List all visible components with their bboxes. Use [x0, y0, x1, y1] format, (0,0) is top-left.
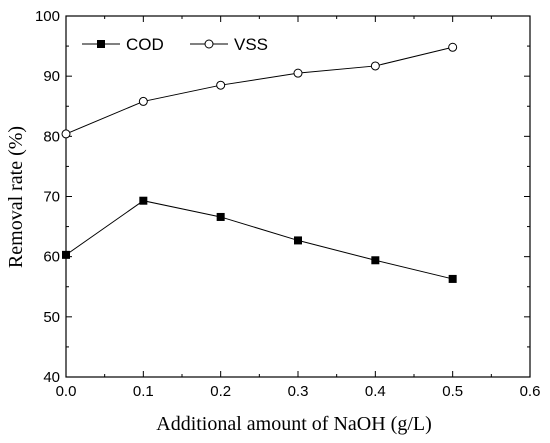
x-tick-label: 0.0	[56, 383, 77, 400]
x-axis-title: Additional amount of NaOH (g/L)	[156, 413, 432, 435]
series-cod-point	[371, 256, 380, 265]
y-axis-title: Removal rate (%)	[5, 126, 27, 268]
series-vss-point	[370, 61, 380, 71]
series-vss-point	[138, 96, 148, 106]
series-cod-line	[65, 200, 453, 280]
series-vss-point	[61, 129, 71, 139]
y-tick-label: 80	[43, 128, 60, 145]
x-tick-label: 0.5	[442, 383, 463, 400]
series-cod-point	[216, 212, 225, 221]
y-tick-label: 90	[43, 68, 60, 85]
y-tick-label: 60	[43, 249, 60, 266]
legend: COD VSS	[82, 35, 268, 54]
series-vss-point	[448, 42, 458, 52]
x-tick-label: 0.1	[133, 383, 154, 400]
x-tick-label: 0.4	[365, 383, 386, 400]
legend-vss-marker	[204, 39, 214, 49]
series-cod-point	[139, 196, 148, 205]
series-vss-point	[293, 68, 303, 78]
legend-cod-marker	[97, 40, 105, 48]
y-tick-label: 70	[43, 189, 60, 206]
series-vss-line	[65, 46, 453, 135]
series-cod-point	[448, 274, 457, 283]
legend-vss-label: VSS	[234, 35, 268, 54]
x-tick-label: 0.2	[210, 383, 231, 400]
x-tick-label: 0.3	[288, 383, 309, 400]
series-cod-point	[62, 250, 70, 259]
y-tick-label: 40	[43, 369, 60, 386]
y-tick-label: 100	[35, 8, 60, 25]
series-vss-point	[216, 80, 226, 90]
x-tick-label: 0.6	[520, 383, 541, 400]
legend-cod-label: COD	[126, 35, 164, 54]
plot-area: 0.0 0.1 0.2 0.3 0.4 0.5 0.6 40 50 60 70 80 90 100	[35, 8, 540, 400]
series-cod-point	[294, 236, 302, 245]
y-tick-label: 50	[43, 309, 60, 326]
